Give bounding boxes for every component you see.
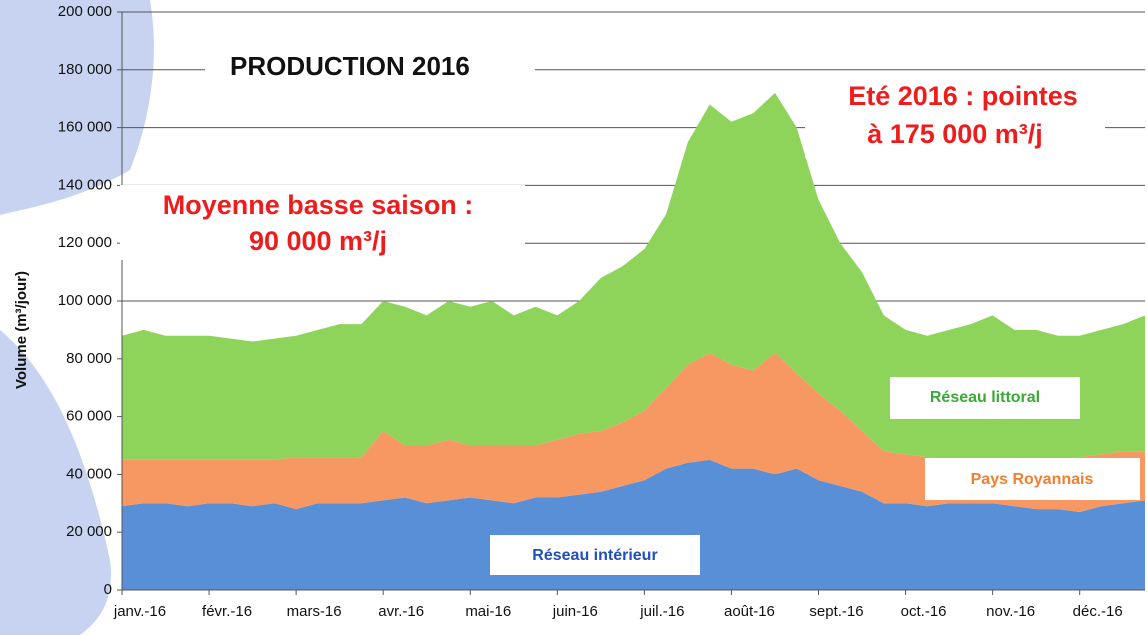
y-tick-label: 180 000 — [58, 61, 112, 78]
y-tick-label: 160 000 — [58, 119, 112, 136]
x-tick-label: janv.-16 — [113, 603, 166, 620]
annotation: Eté 2016 : pointes — [848, 81, 1078, 111]
label-bg — [925, 458, 1140, 500]
title-bg — [205, 45, 535, 90]
series-label: Pays Royannais — [971, 471, 1094, 488]
annotation: à 175 000 m³/j — [867, 119, 1043, 149]
y-tick-label: 140 000 — [58, 176, 112, 193]
label-bg — [890, 377, 1080, 419]
x-tick-label: juin-16 — [552, 603, 598, 620]
y-tick-label: 0 — [104, 581, 112, 598]
annotation: 90 000 m³/j — [249, 226, 387, 256]
label-bg — [490, 535, 700, 575]
y-tick-label: 120 000 — [58, 234, 112, 251]
y-tick-label: 60 000 — [66, 408, 112, 425]
annotation: Moyenne basse saison : — [163, 190, 474, 220]
area — [122, 92, 1145, 460]
axes: 0 20 000 40 000 60 000 80 000 100 000 120 000 1… — [58, 3, 1145, 620]
area — [122, 459, 1145, 590]
y-tick-label: 200 000 — [58, 3, 112, 20]
annotation-bg — [805, 78, 1105, 158]
annotation-bg — [120, 185, 525, 260]
x-tick-label: mai-16 — [465, 603, 511, 620]
x-tick-label: déc.-16 — [1073, 603, 1123, 620]
x-tick-label: févr.-16 — [202, 603, 252, 620]
y-tick-label: 20 000 — [66, 523, 112, 540]
y-tick-label: 100 000 — [58, 292, 112, 309]
areas — [122, 92, 1145, 590]
x-tick-label: avr.-16 — [378, 603, 424, 620]
x-tick-label: juil.-16 — [639, 603, 684, 620]
x-tick-label: nov.-16 — [986, 603, 1035, 620]
x-tick-label: mars-16 — [287, 603, 342, 620]
y-tick-label: 40 000 — [66, 465, 112, 482]
x-tick-label: sept.-16 — [809, 603, 863, 620]
decoration — [0, 330, 111, 635]
y-tick-label: 80 000 — [66, 350, 112, 367]
y-axis-label: Volume (m³/jour) — [13, 271, 30, 389]
x-tick-label: août-16 — [724, 603, 775, 620]
decoration — [0, 0, 154, 215]
chart-title: PRODUCTION 2016 — [230, 51, 470, 81]
area — [122, 353, 1145, 512]
series-label: Réseau littoral — [930, 389, 1040, 406]
x-tick-label: oct.-16 — [901, 603, 947, 620]
series-label: Réseau intérieur — [532, 547, 657, 564]
